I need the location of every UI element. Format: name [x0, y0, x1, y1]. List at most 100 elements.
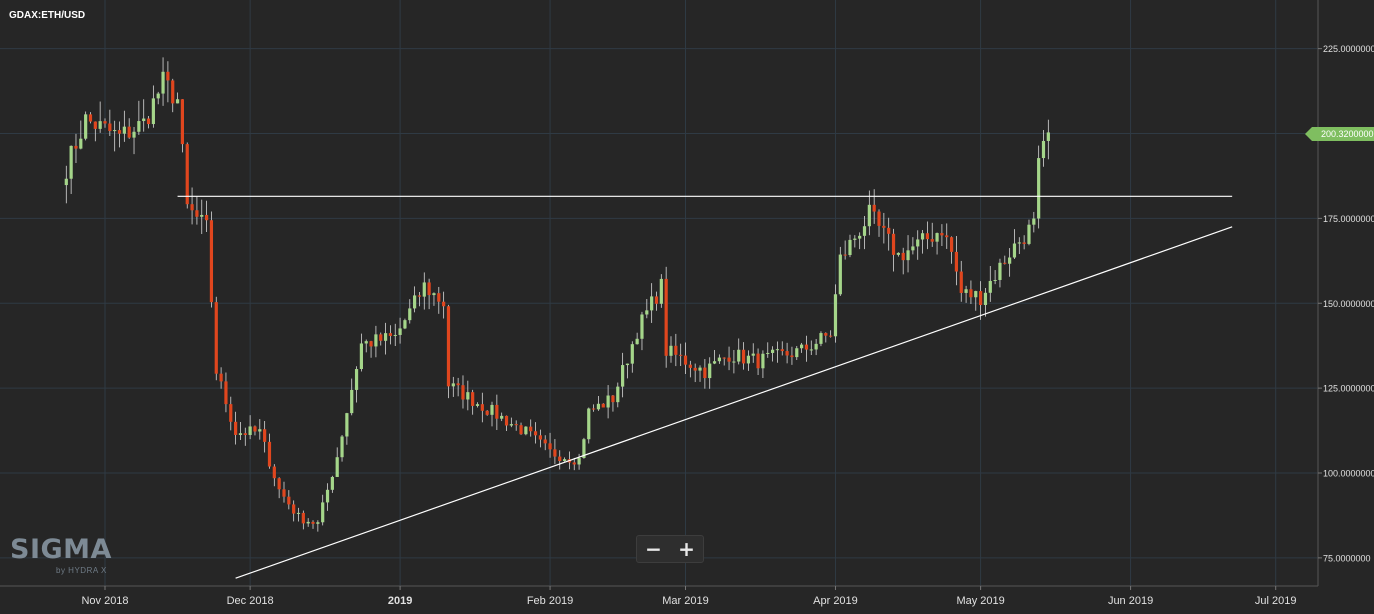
candle-down — [456, 383, 460, 386]
last-price-tag: 200.3200000 — [1305, 127, 1374, 141]
candle-down — [756, 353, 760, 369]
candle-up — [732, 361, 736, 363]
candle-down — [1022, 242, 1026, 244]
candle-up — [500, 415, 504, 419]
candle-down — [969, 289, 973, 298]
candle-down — [959, 271, 963, 293]
trendline-support[interactable] — [235, 226, 1233, 579]
candle-up — [248, 426, 252, 435]
candle-up — [717, 357, 721, 362]
candle-down — [369, 341, 373, 347]
candle-down — [190, 204, 194, 211]
candle-up — [795, 348, 799, 358]
candle-down — [180, 99, 185, 145]
candle-down — [679, 354, 683, 356]
zoom-out-button[interactable]: − — [645, 537, 662, 561]
chart-grid — [0, 0, 1318, 586]
candle-up — [398, 328, 402, 335]
candle-up — [964, 289, 968, 293]
candle-down — [263, 429, 267, 442]
candle-down — [887, 227, 891, 234]
y-tick-label: 100.0000000 — [1323, 469, 1374, 479]
x-tick-label: Jun 2019 — [1108, 595, 1153, 607]
candle-down — [529, 426, 533, 432]
candle-down — [480, 404, 484, 411]
candle-up — [775, 349, 780, 351]
candle-up — [306, 521, 310, 524]
candle-down — [219, 373, 223, 382]
candle-up — [858, 235, 862, 239]
candle-down — [146, 118, 151, 125]
candle-down — [683, 355, 688, 365]
candle-up — [896, 252, 900, 255]
candle-down — [282, 489, 286, 497]
candle-up — [606, 395, 610, 408]
candle-down — [234, 421, 238, 435]
candle-up — [988, 280, 992, 293]
candle-up — [175, 99, 180, 104]
candle-down — [930, 239, 934, 242]
candle-down — [979, 291, 983, 306]
candle-up — [466, 392, 470, 400]
candle-down — [471, 392, 475, 406]
candle-up — [84, 114, 88, 139]
candle-down — [437, 293, 441, 302]
candle-up — [64, 178, 68, 186]
candle-up — [325, 489, 330, 503]
candle-up — [582, 439, 586, 458]
brand-name: SIGMA — [10, 534, 112, 565]
candle-down — [267, 441, 272, 467]
candle-down — [103, 121, 107, 124]
candle-up — [432, 293, 436, 296]
candle-down — [674, 345, 678, 355]
candle-up — [524, 426, 528, 435]
brand-tagline: by HYDRA X — [56, 566, 107, 575]
trendlines[interactable] — [177, 195, 1233, 579]
candle-up — [650, 296, 654, 311]
candle-up — [321, 502, 325, 523]
candle-down — [442, 301, 446, 307]
candle-down — [127, 126, 131, 138]
candle-down — [572, 462, 576, 465]
candle-down — [209, 220, 214, 303]
candle-up — [833, 294, 838, 337]
candle-up — [809, 349, 813, 351]
candle-up — [330, 476, 334, 490]
candle-up — [712, 361, 717, 364]
candle-up — [1017, 242, 1021, 244]
candle-down — [780, 349, 784, 352]
candle-up — [98, 121, 102, 129]
y-tick-label: 150.0000000 — [1323, 299, 1374, 309]
candle-up — [920, 233, 925, 240]
candle-down — [538, 435, 542, 440]
zoom-controls: − + — [636, 535, 704, 563]
candle-down — [804, 344, 809, 350]
candle-down — [117, 130, 122, 134]
x-tick-label: Apr 2019 — [813, 595, 858, 607]
candle-up — [1046, 132, 1050, 141]
candle-up — [374, 334, 378, 347]
candle-down — [533, 431, 538, 436]
y-tick-label: 175.0000000 — [1323, 214, 1374, 224]
candle-up — [746, 355, 751, 364]
candle-down — [229, 404, 233, 422]
candle-up — [819, 333, 823, 344]
candle-up — [490, 404, 494, 415]
candle-up — [993, 279, 997, 281]
candle-up — [862, 226, 867, 236]
candle-up — [475, 404, 480, 406]
candle-up — [770, 349, 775, 353]
candle-down — [519, 425, 523, 435]
candle-down — [292, 504, 296, 514]
candle-up — [621, 365, 625, 387]
candle-up — [156, 93, 160, 99]
candle-up — [708, 363, 712, 379]
candle-down — [693, 367, 697, 371]
candle-up — [258, 429, 262, 432]
candle-down — [461, 385, 465, 400]
candle-up — [906, 250, 910, 261]
candle-up — [403, 320, 407, 329]
candle-up — [596, 403, 601, 410]
zoom-in-button[interactable]: + — [678, 537, 695, 561]
